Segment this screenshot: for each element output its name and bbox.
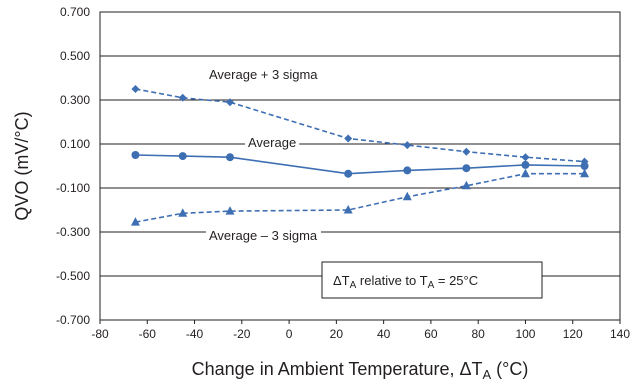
x-tick-label: -80 [91,327,109,341]
series-label-average: Average [248,135,296,150]
annotation-box [321,261,543,299]
x-tick-label: 140 [610,327,630,341]
data-point [580,168,590,178]
data-point [461,180,471,190]
x-tick-labels: -80 -60 -40 -20 0 20 40 60 80 100 120 140 [91,320,630,341]
data-point [178,208,188,217]
label-background-lower [206,227,321,244]
y-tick-label: -0.300 [56,225,90,239]
data-point [521,153,530,162]
data-point [130,217,140,226]
x-tick-label: -20 [233,327,251,341]
y-tick-label: -0.100 [56,181,90,195]
x-tick-label: 100 [515,327,535,341]
series-label-lower: Average – 3 sigma [209,228,318,243]
grid-lines [100,11,620,321]
y-tick-label: 0.300 [60,93,90,107]
label-background-upper [206,66,322,83]
x-tick-label: -40 [186,327,204,341]
data-point [178,93,187,102]
x-axis-title-suffix: (°C) [491,359,528,379]
data-point [403,141,412,150]
data-point [225,206,235,215]
series [130,85,590,226]
data-point [131,85,140,93]
data-point [403,166,412,175]
data-point [520,168,530,178]
data-point [344,169,353,178]
note-prefix: ΔT [333,273,350,288]
y-tick-label: 0.700 [60,5,90,19]
series-line [135,88,585,163]
series-line [135,172,585,223]
x-axis-title-prefix: Change in Ambient Temperature, ΔT [192,359,483,379]
data-point [131,151,140,159]
data-point [178,152,187,161]
data-point [343,205,353,214]
data-point [226,153,234,162]
x-axis-title: Change in Ambient Temperature, ΔTA (°C) [192,359,529,382]
data-point [344,134,353,143]
y-tick-label: -0.500 [56,269,90,283]
annotation-note: ΔTA relative to TA = 25°C [333,273,478,291]
x-tick-label: 120 [563,327,583,341]
x-tick-label: 20 [330,327,344,341]
y-tick-label: 0.100 [60,137,90,151]
data-point [462,164,471,173]
plot-frame [99,11,621,321]
data-point [521,160,530,169]
y-tick-label: 0.500 [60,49,90,63]
data-point [226,98,234,107]
note-mid: relative to T [356,273,427,288]
note-sub-2: A [428,280,435,291]
x-tick-label: -60 [139,327,157,341]
x-tick-label: 60 [424,327,438,341]
x-tick-label: 0 [286,327,293,341]
x-tick-label: 40 [377,327,391,341]
x-tick-label: 80 [472,327,486,341]
y-tick-label: -0.700 [56,313,90,327]
data-point [580,162,589,170]
data-point [462,147,471,156]
y-axis-title: QVO (mV/°C) [12,111,32,220]
note-suffix: = 25°C [434,273,478,288]
x-axis-title-sub: A [483,367,492,382]
y-tick-labels: 0.700 0.500 0.300 0.100 -0.100 -0.300 -0.500 -0… [56,5,90,327]
note-sub-1: A [350,280,357,291]
series-label-upper: Average + 3 sigma [209,67,318,82]
label-background-average [245,134,300,151]
data-point [402,191,412,201]
series-line [135,154,585,175]
